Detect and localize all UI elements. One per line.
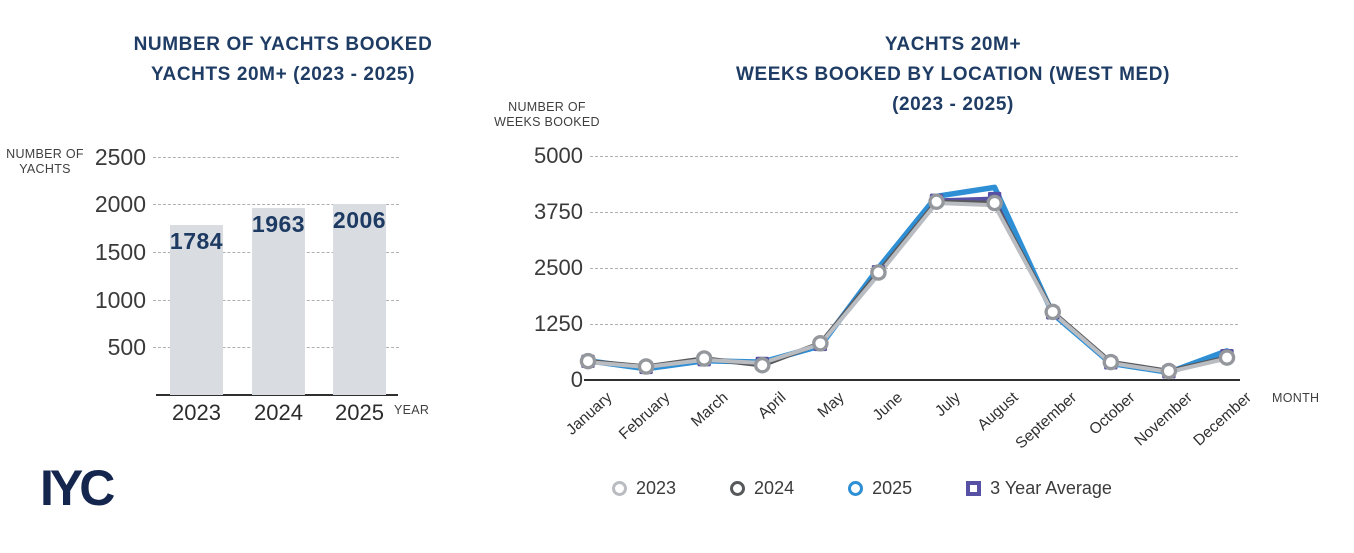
bar-2025 (333, 203, 386, 395)
legend-label-2023: 2023 (636, 478, 677, 498)
average-square-marker (929, 193, 944, 208)
data-point-marker (986, 194, 1003, 212)
series-line-2023 (586, 201, 1229, 374)
line-chart-y-axis-label: NUMBER OF WEEKS BOOKED (494, 100, 600, 130)
data-point-marker (1160, 362, 1178, 380)
average-square-marker (581, 354, 595, 369)
legend-marker-2023-icon (612, 481, 627, 496)
line-y-tick-label: 3750 (534, 199, 583, 224)
bar-x-tick-label: 2025 (335, 400, 384, 425)
bar-value-label: 1963 (251, 210, 306, 237)
data-point-marker (695, 350, 713, 367)
line-x-tick-label: June (869, 389, 906, 425)
bar-chart-y-axis-label: NUMBER OF YACHTS (2, 147, 88, 177)
data-point-marker (928, 193, 945, 210)
line-chart-subtitle: WEEKS BOOKED BY LOCATION (WEST MED) (735, 64, 1171, 85)
bar-y-tick-label: 2000 (94, 191, 146, 218)
average-square-marker (1104, 356, 1118, 370)
line-x-tick-label: February (615, 389, 674, 444)
line-x-tick-label: November (1131, 389, 1197, 450)
bar-y-tick-label: 500 (107, 334, 146, 361)
bar-y-label-line1: NUMBER OF (6, 147, 84, 161)
legend-label-2025: 2025 (872, 478, 913, 498)
line-x-tick-label: July (932, 389, 964, 421)
data-point-marker (579, 352, 597, 370)
line-x-tick-label: September (1012, 389, 1081, 453)
line-chart-legend: 2023 2024 2025 3 Year Average (612, 478, 1112, 499)
line-gridline (590, 212, 1238, 213)
line-x-tick-label: March (688, 389, 732, 431)
legend-item-2023: 2023 (612, 478, 676, 499)
average-square-marker (813, 337, 828, 352)
line-chart-x-axis-label: MONTH (1272, 391, 1320, 405)
line-chart-title-block: YACHTS 20M+ WEEKS BOOKED BY LOCATION (WE… (680, 30, 1226, 120)
line-x-tick-label: May (814, 389, 848, 422)
average-square-marker (697, 353, 711, 367)
line-chart-subtitle2: (2023 - 2025) (892, 94, 1014, 115)
series-line-2024 (585, 199, 1230, 374)
bar-x-axis-line (156, 394, 398, 396)
line-x-tick-label: August (974, 389, 1023, 434)
series-line-3-year-average (586, 196, 1229, 374)
line-y-tick-label: 0 (570, 367, 583, 392)
legend-marker-2024-icon (730, 481, 746, 496)
data-point-marker (637, 358, 655, 375)
average-square-marker (755, 356, 769, 371)
line-chart-title: YACHTS 20M+ (884, 34, 1022, 55)
bar-x-tick-label: 2023 (172, 400, 221, 425)
average-square-marker (639, 360, 653, 375)
bar-gridline (153, 156, 399, 158)
bar-chart-subtitle: YACHTS 20M+ (2023 - 2025) (150, 64, 416, 85)
line-x-tick-label: January (563, 389, 616, 439)
line-y-label-line1: NUMBER OF (508, 100, 586, 114)
legend-item-3-year-average: 3 Year Average (966, 478, 1112, 499)
bar-value-label: 2006 (332, 206, 387, 233)
bar-chart-x-axis-label: YEAR (394, 403, 430, 417)
line-x-tick-label: December (1189, 389, 1255, 450)
bar-x-tick-label: 2024 (254, 400, 303, 425)
line-y-label-line2: WEEKS BOOKED (494, 115, 600, 129)
bar-2024 (252, 207, 305, 395)
series-line-2025 (585, 184, 1230, 376)
line-x-tick-label: October (1085, 389, 1139, 439)
data-point-marker (1044, 303, 1061, 321)
data-point-marker (812, 335, 829, 352)
data-point-marker (1102, 353, 1120, 371)
legend-marker-average-icon (966, 481, 982, 496)
line-gridline (590, 324, 1238, 325)
bar-chart-title-block: NUMBER OF YACHTS BOOKED YACHTS 20M+ (202… (90, 30, 476, 90)
line-gridline (590, 268, 1238, 269)
bar-2023 (170, 224, 223, 395)
bar-chart-title: NUMBER OF YACHTS BOOKED (133, 34, 433, 55)
bar-value-label: 1784 (169, 227, 224, 254)
bar-y-label-line2: YACHTS (19, 162, 71, 176)
line-x-tick-label: April (755, 389, 790, 423)
legend-item-2025: 2025 (848, 478, 912, 499)
iyc-logo: IYC (40, 460, 115, 516)
data-point-marker (754, 356, 771, 374)
line-y-tick-label: 2500 (534, 255, 583, 280)
legend-item-2024: 2024 (730, 478, 794, 499)
bar-y-tick-label: 1000 (94, 286, 146, 313)
line-gridline (590, 156, 1238, 157)
average-square-marker (1046, 306, 1060, 320)
average-square-marker (1162, 365, 1176, 379)
line-x-axis-line (584, 379, 1240, 381)
line-y-tick-label: 1250 (534, 311, 583, 336)
legend-marker-2025-icon (848, 481, 864, 496)
line-y-tick-label: 5000 (534, 143, 583, 168)
legend-label-average: 3 Year Average (990, 478, 1112, 498)
average-square-marker (1220, 348, 1234, 363)
data-point-marker (1218, 349, 1236, 366)
bar-y-tick-label: 2500 (94, 143, 146, 170)
legend-label-2024: 2024 (754, 478, 795, 498)
bar-gridline (153, 204, 399, 206)
average-square-marker (987, 191, 1002, 206)
bar-y-tick-label: 1500 (94, 238, 146, 265)
